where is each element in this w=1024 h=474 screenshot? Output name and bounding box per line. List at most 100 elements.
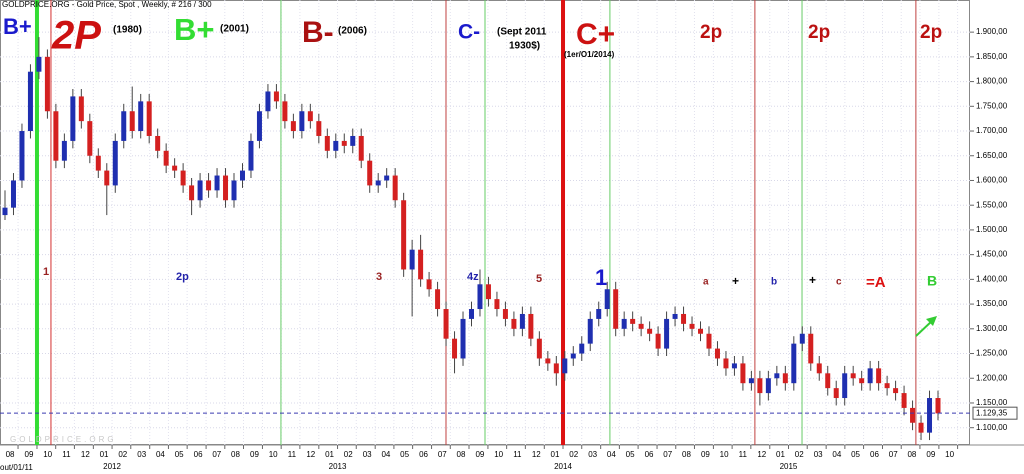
candle-body [401,200,407,270]
candle-body [910,407,916,423]
candle-body [935,398,941,414]
y-tick-label: 1.200,00 [976,373,1008,382]
candle-body [893,388,899,394]
x-tick-label: 06 [194,450,203,459]
candle-body [791,343,797,384]
candle-body [19,131,25,181]
x-tick-label: 04 [156,450,165,459]
candle-body [172,165,178,171]
candle-body [867,368,873,384]
x-tick-label: 03 [814,450,823,459]
candle-body [87,121,93,156]
x-tick-label: 05 [851,450,860,459]
candle-body [265,91,271,112]
candle-body [231,180,237,201]
y-tick-label: 1.850,00 [976,52,1008,61]
candle-body [189,185,195,201]
x-tick-label: 07 [889,450,898,459]
x-tick-label: 02 [344,450,353,459]
candle-body [816,363,822,374]
candle-body [519,313,525,329]
y-tick-label: 1.700,00 [976,126,1008,135]
candles [2,37,941,441]
candle-body [44,56,50,112]
annotations: B+ 2P (1980) B+ (2001) B- (2006) C- (Sept 201119… [3,12,942,291]
x-tick-label: 03 [363,450,372,459]
candle-body [341,140,347,146]
candle-body [324,135,330,151]
x-tick-label: 12 [532,450,541,459]
y-tick-label: 1.650,00 [976,151,1008,160]
candle-body [27,71,33,132]
candle-body [95,155,101,171]
annotation: (1er/O1/2014) [564,50,615,59]
candle-body [146,101,152,136]
candle-body [545,358,551,364]
candle-body [494,299,500,310]
candle-body [256,111,262,141]
annotation: + [809,273,816,287]
candle-body [273,91,279,102]
annotation: 1 [595,265,607,290]
candle-body [477,284,483,310]
candle-body [723,358,729,369]
green-arrow-head [926,316,937,326]
annotation: 2p [808,22,830,43]
candle-body [901,393,907,408]
x-tick-label: 02 [569,450,578,459]
y-tick-label: 1.550,00 [976,200,1008,209]
candle-body [460,318,466,359]
candle-body [765,378,771,394]
candle-body [579,343,585,354]
x-tick-label: 11 [739,450,748,459]
annotation: 1930$) [509,41,540,52]
candle-body [698,328,704,334]
y-tick-label: 1.600,00 [976,176,1008,185]
x-tick-label: 06 [645,450,654,459]
x-tick-label: 02 [118,450,127,459]
x-tick-label: 01 [776,450,785,459]
candle-body [511,318,517,329]
candle-body [799,333,805,344]
annotation: b [771,277,777,288]
annotation: (2001) [220,24,249,35]
annotation: a [703,277,709,288]
candle-body [562,358,568,374]
candle-body [452,338,458,359]
chart-title: GOLDPRICE.ORG - Gold Price, Spot , Weekl… [2,0,212,9]
x-tick-label: 01 [551,450,560,459]
candle-body [833,388,839,399]
annotation: (2006) [338,26,367,37]
candle-body [155,135,161,151]
y-tick-label: 1.400,00 [976,274,1008,283]
x-tick-label: 07 [438,450,447,459]
candle-body [638,323,644,329]
candle-body [842,373,848,399]
x-tick-label: 04 [381,450,390,459]
x-tick-label: 05 [626,450,635,459]
y-tick-label: 1.450,00 [976,250,1008,259]
candle-body [706,333,712,349]
candle-body [714,348,720,359]
candle-body [206,180,212,191]
x-tick-label: 12 [757,450,766,459]
candle-body [180,170,186,186]
candle-body [2,207,8,216]
annotation: (1980) [113,25,142,36]
candle-body [553,363,559,374]
x-tick-label: 12 [81,450,90,459]
candle-body [528,313,534,339]
annotation: C- [458,21,480,44]
candle-body [384,175,390,181]
annotation: 2P [51,14,101,58]
x-tick-label: 08 [682,450,691,459]
candle-body [350,135,356,146]
candle-body [248,140,254,171]
candle-body [112,140,118,186]
candle-body [681,313,687,324]
candle-body [485,284,491,300]
x-tick-label: 01 [100,450,109,459]
candle-body [239,170,245,181]
